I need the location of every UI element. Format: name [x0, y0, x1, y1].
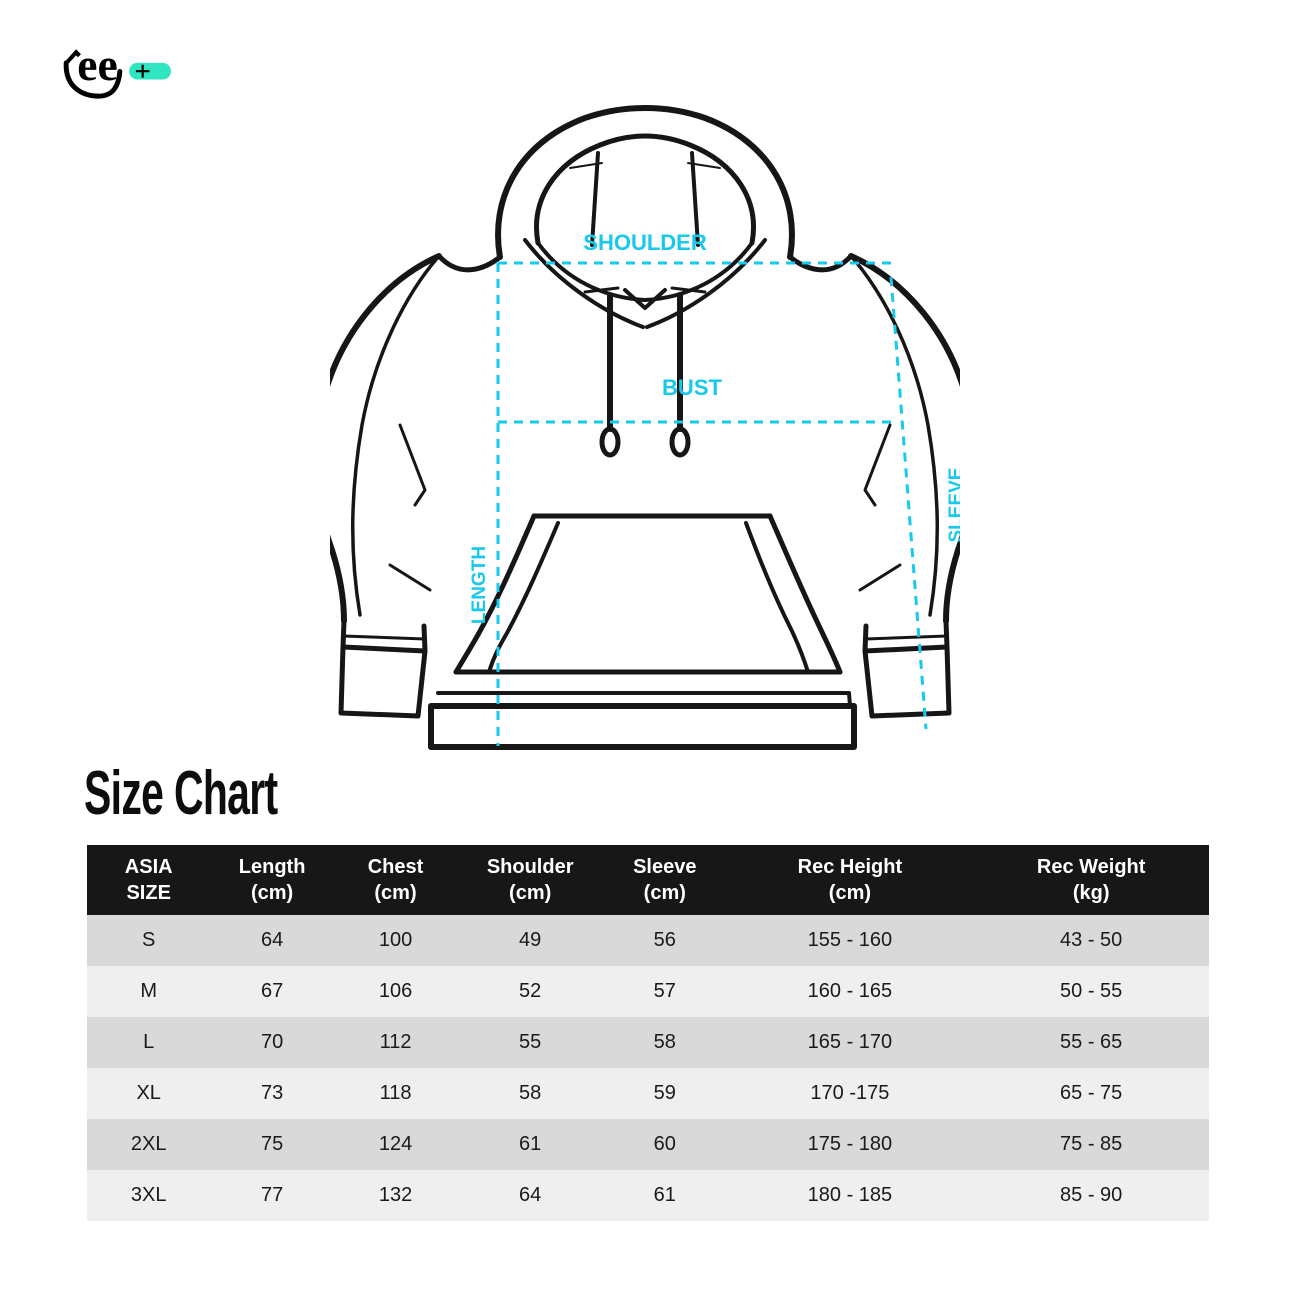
svg-text:SLEEVE: SLEEVE: [946, 468, 960, 543]
svg-text:ee: ee: [77, 39, 118, 90]
svg-text:SHOULDER: SHOULDER: [583, 230, 707, 255]
svg-text:LENGTH: LENGTH: [469, 546, 490, 624]
svg-text:BUST: BUST: [662, 375, 722, 400]
